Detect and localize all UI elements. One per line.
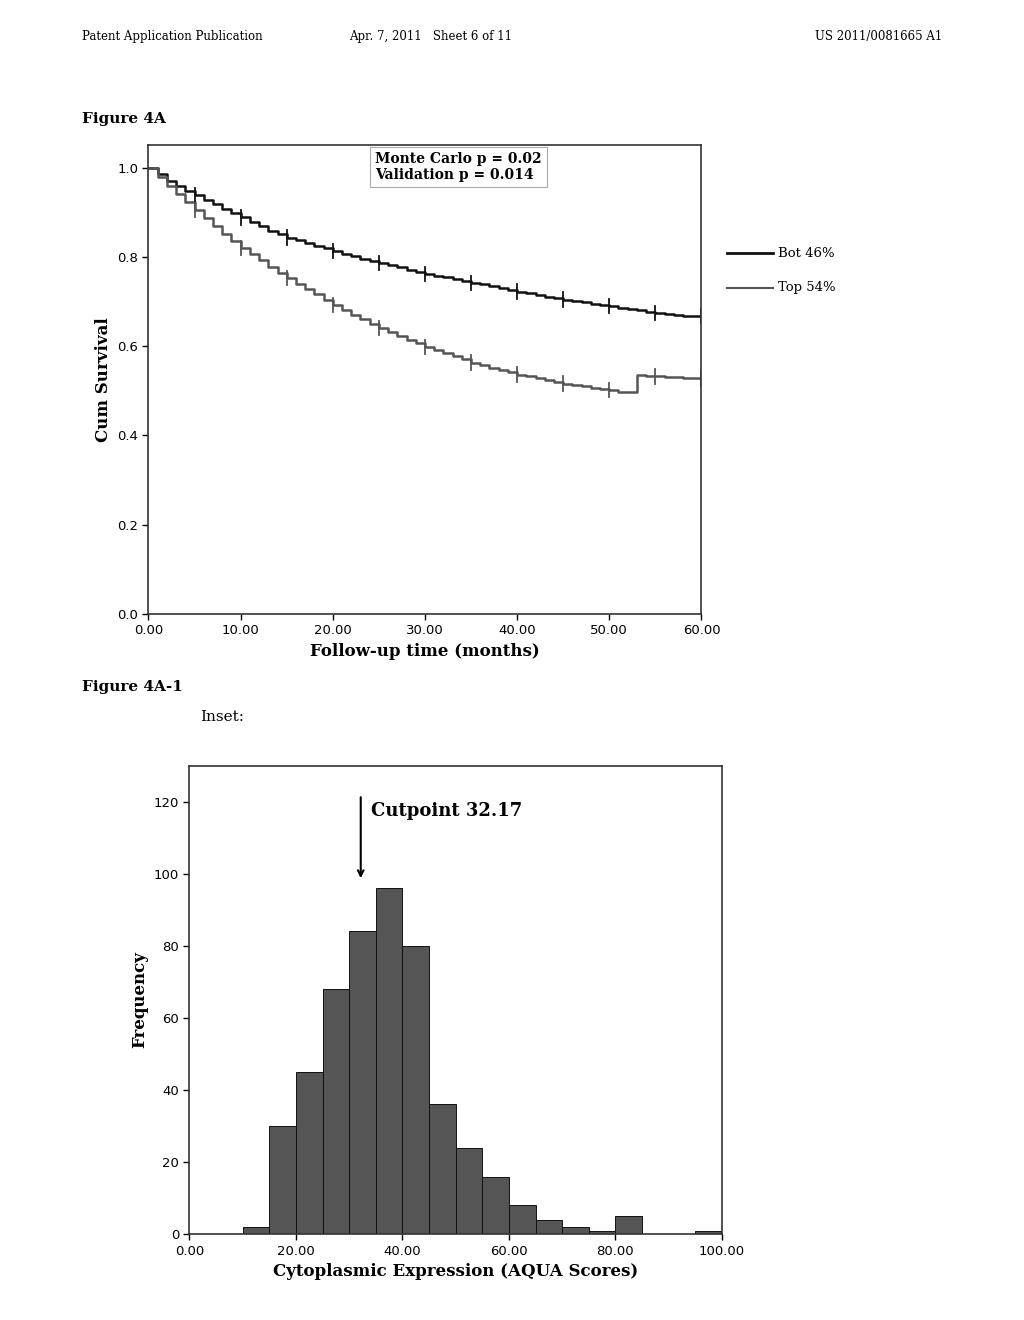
Text: Top 54%: Top 54% [778, 281, 836, 294]
Bar [376, 888, 402, 1234]
Text: Monte Carlo p = 0.02
Validation p = 0.014: Monte Carlo p = 0.02 Validation p = 0.01… [375, 152, 542, 182]
Text: Bot 46%: Bot 46% [778, 247, 835, 260]
Bar [349, 932, 376, 1234]
Bar [429, 1105, 456, 1234]
Text: Inset:: Inset: [200, 710, 244, 725]
Text: US 2011/0081665 A1: US 2011/0081665 A1 [815, 30, 942, 44]
Text: Figure 4A: Figure 4A [82, 112, 166, 127]
Text: Figure 4A-1: Figure 4A-1 [82, 680, 183, 694]
Bar [402, 946, 429, 1234]
Bar [509, 1205, 536, 1234]
Y-axis label: Frequency: Frequency [131, 952, 148, 1048]
Text: Cutpoint 32.17: Cutpoint 32.17 [372, 801, 522, 820]
X-axis label: Cytoplasmic Expression (AQUA Scores): Cytoplasmic Expression (AQUA Scores) [273, 1263, 638, 1280]
Text: Patent Application Publication: Patent Application Publication [82, 30, 262, 44]
X-axis label: Follow-up time (months): Follow-up time (months) [310, 643, 540, 660]
Y-axis label: Cum Survival: Cum Survival [94, 317, 112, 442]
Bar [589, 1230, 615, 1234]
Bar [695, 1230, 722, 1234]
Bar [615, 1216, 642, 1234]
Bar [562, 1228, 589, 1234]
Bar [269, 1126, 296, 1234]
Bar [296, 1072, 323, 1234]
Bar [456, 1147, 482, 1234]
Bar [243, 1228, 269, 1234]
Bar [323, 989, 349, 1234]
Bar [482, 1176, 509, 1234]
Bar [536, 1220, 562, 1234]
Text: Apr. 7, 2011   Sheet 6 of 11: Apr. 7, 2011 Sheet 6 of 11 [348, 30, 512, 44]
